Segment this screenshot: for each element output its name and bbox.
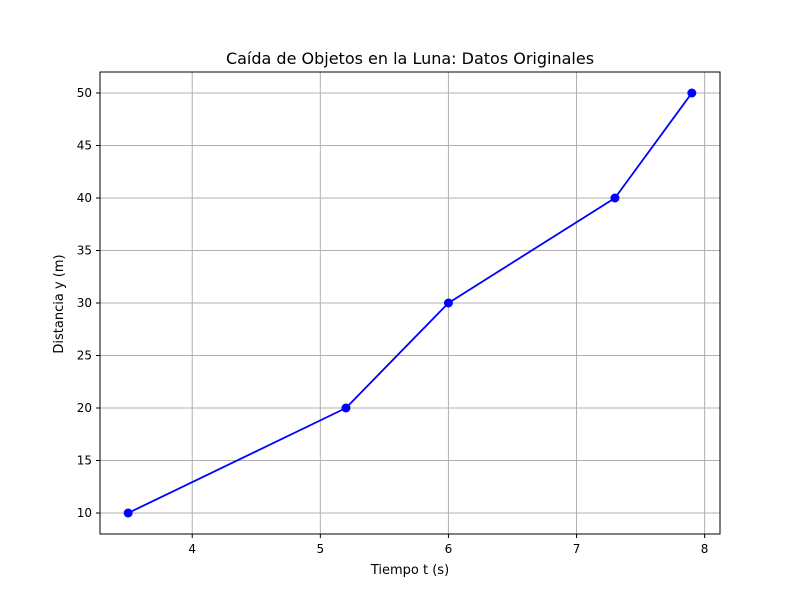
grid-lines bbox=[100, 72, 720, 534]
x-tick-label: 4 bbox=[188, 542, 196, 556]
data-point bbox=[610, 193, 620, 203]
x-tick-label: 6 bbox=[445, 542, 453, 556]
data-series bbox=[123, 88, 697, 518]
y-tick-label: 10 bbox=[77, 506, 92, 520]
y-tick-label: 45 bbox=[77, 139, 92, 153]
y-tick-label: 20 bbox=[77, 401, 92, 415]
y-tick-label: 15 bbox=[77, 454, 92, 468]
x-tick-label: 7 bbox=[573, 542, 581, 556]
x-tick-label: 5 bbox=[317, 542, 325, 556]
y-tick-label: 25 bbox=[77, 349, 92, 363]
y-tick-label: 50 bbox=[77, 86, 92, 100]
y-tick-label: 35 bbox=[77, 244, 92, 258]
x-tick-label: 8 bbox=[701, 542, 709, 556]
y-tick-label: 30 bbox=[77, 296, 92, 310]
chart-title: Caída de Objetos en la Luna: Datos Origi… bbox=[226, 49, 594, 68]
data-point bbox=[123, 508, 133, 518]
data-point bbox=[687, 88, 697, 98]
data-point bbox=[341, 403, 351, 413]
x-axis-label: Tiempo t (s) bbox=[370, 563, 449, 578]
data-point bbox=[443, 298, 453, 308]
y-axis-label: Distancia y (m) bbox=[52, 254, 67, 353]
y-tick-label: 40 bbox=[77, 191, 92, 205]
